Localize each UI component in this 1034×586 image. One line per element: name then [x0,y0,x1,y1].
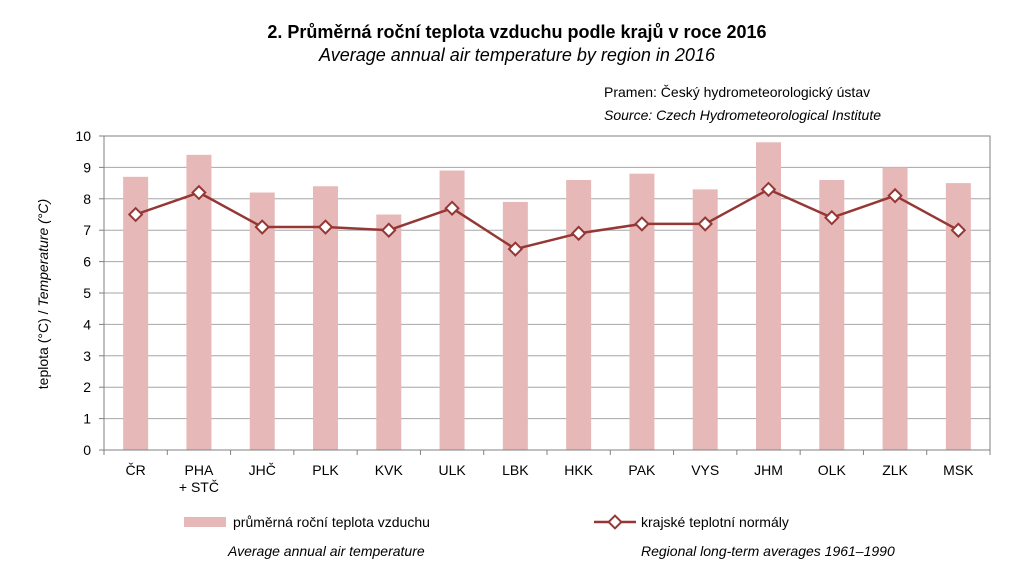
y-axis-label-en: Temperature (°C) [35,199,51,307]
y-tick-label: 5 [83,285,91,301]
line-marker [824,209,840,226]
legend-bar-swatch [184,517,226,527]
y-tick-label: 3 [83,348,91,364]
legend-bar-label-en: Average annual air temperature [227,543,425,559]
x-tick-label: PHA [185,462,214,478]
line-marker [634,216,650,232]
x-tick-label: VYS [691,462,719,478]
x-tick-label: HKK [564,462,593,478]
y-tick-label: 10 [75,128,91,144]
line-marker [444,200,460,216]
bar [692,189,718,450]
normal-line [135,188,959,251]
y-tick-label: 1 [83,411,91,427]
bar [123,176,149,450]
line-marker [950,222,967,238]
line-marker [127,206,144,223]
y-tick-label: 9 [83,159,91,175]
bar [882,167,908,450]
bar [186,154,212,450]
x-tick-label: MSK [943,462,974,478]
y-tick-label: 4 [83,316,91,332]
legend: průměrná roční teplota vzduchu Average a… [184,514,895,559]
x-tick-label: ULK [438,462,466,478]
chart-title: 2. Průměrná roční teplota vzduchu podle … [267,22,766,42]
x-tick-label: ZLK [882,462,908,478]
line-marker [570,225,587,242]
legend-bar-label: průměrná roční teplota vzduchu [233,514,430,530]
x-tick-label: OLK [818,462,847,478]
x-tick-labels: ČR PHA+ STČ JHČ PLK KVK ULK LBK HKK PAK VYS JHM OLK… [126,462,975,495]
y-tick-label: 2 [83,379,91,395]
y-tick-label: 7 [83,222,91,238]
y-tick-labels: 0 1 2 3 4 5 6 7 8 9 10 [75,128,91,458]
x-tick-label: + STČ [179,479,219,495]
bar [566,179,592,450]
axes [99,135,991,455]
line-series [127,181,967,257]
line-marker [507,241,524,257]
line-marker [760,181,777,198]
legend-line-label-en: Regional long-term averages 1961–1990 [641,543,895,559]
x-tick-label: KVK [375,462,404,478]
bar-series [123,142,971,451]
legend-line-label: krajské teplotní normály [641,514,789,530]
line-marker [381,222,397,238]
bar [629,173,655,450]
line-marker [191,184,207,201]
x-tick-label: JHM [754,462,783,478]
gridlines [104,135,990,420]
line-marker [697,216,713,232]
y-tick-label: 8 [83,191,91,207]
bar [249,192,275,450]
line-marker [317,219,334,235]
source-cz: Pramen: Český hydrometeorologický ústav [604,84,870,100]
source-en: Source: Czech Hydrometeorological Instit… [604,107,881,123]
x-tick-label: JHČ [249,462,276,478]
bar [439,170,465,451]
legend-line-marker [607,514,623,530]
bar [376,214,402,450]
x-tick-label: PAK [628,462,656,478]
x-tick-label: ČR [126,462,146,478]
chart-subtitle: Average annual air temperature by region… [318,45,716,65]
y-axis-label: teplota (°C) / Temperature (°C) [35,199,51,389]
x-tick-label: PLK [312,462,339,478]
y-axis-label-cz: teplota (°C) / [35,307,51,390]
x-tick-label: LBK [502,462,529,478]
line-marker [254,219,270,235]
bar [502,201,528,450]
y-tick-label: 0 [83,442,91,458]
line-marker [887,187,903,204]
y-tick-label: 6 [83,254,91,270]
